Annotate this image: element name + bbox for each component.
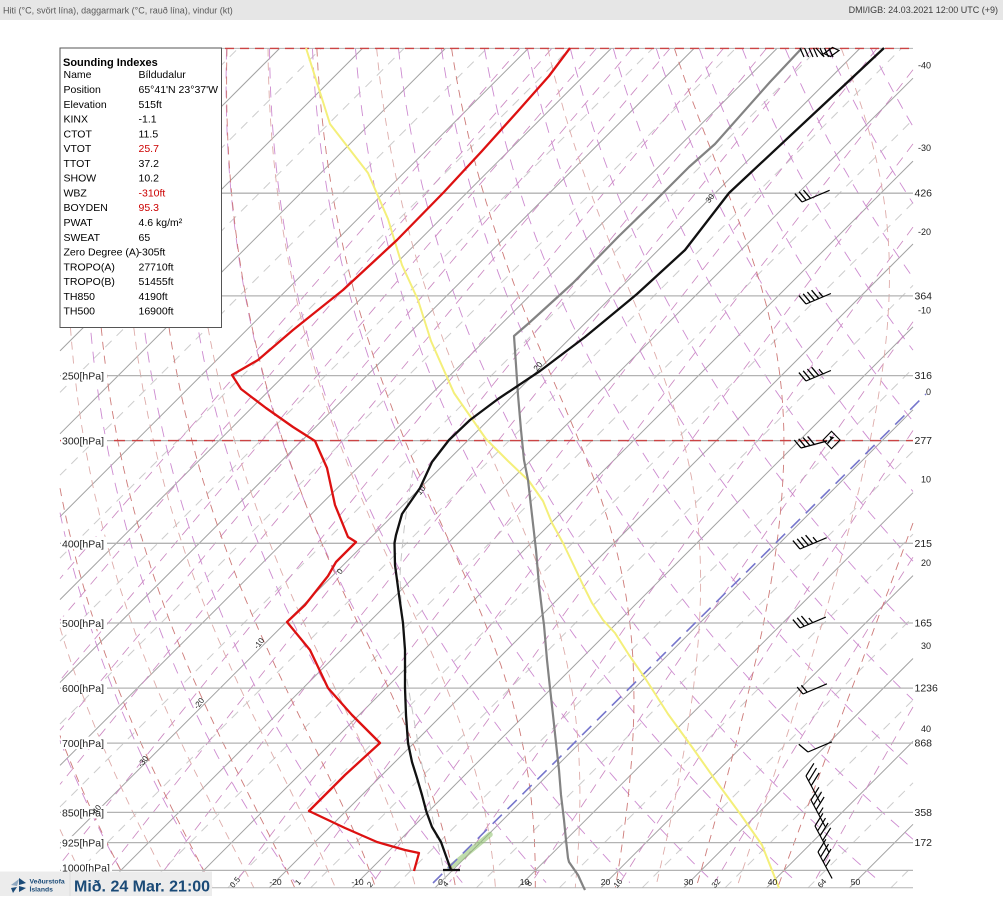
svg-text:BOYDEN: BOYDEN [64, 202, 108, 214]
svg-text:-10: -10 [351, 877, 364, 887]
svg-text:SWEAT: SWEAT [64, 232, 101, 244]
svg-text:Íslands: Íslands [30, 885, 54, 894]
svg-text:Position: Position [64, 84, 102, 96]
svg-text:316: 316 [915, 370, 933, 382]
svg-text:VTOT: VTOT [64, 143, 92, 155]
svg-text:25.7: 25.7 [139, 143, 160, 155]
svg-text:65°41'N 23°37'W: 65°41'N 23°37'W [139, 84, 219, 96]
svg-text:600[hPa]: 600[hPa] [62, 683, 104, 695]
svg-text:CTOT: CTOT [64, 128, 93, 140]
svg-text:Zero Degree (A): Zero Degree (A) [64, 247, 140, 259]
svg-text:TTOT: TTOT [64, 158, 92, 170]
svg-text:165: 165 [915, 617, 933, 629]
svg-text:TH850: TH850 [64, 291, 96, 303]
svg-text:30: 30 [684, 877, 694, 887]
svg-text:10.2: 10.2 [139, 173, 160, 185]
svg-text:DMI/IGB: 24.03.2021 12:00 UTC: DMI/IGB: 24.03.2021 12:00 UTC (+9) [849, 5, 998, 15]
svg-text:TROPO(B): TROPO(B) [64, 276, 115, 288]
svg-text:850[hPa]: 850[hPa] [62, 807, 104, 819]
svg-text:300[hPa]: 300[hPa] [62, 436, 104, 448]
svg-text:Sounding Indexes: Sounding Indexes [63, 57, 158, 69]
svg-text:65: 65 [139, 232, 151, 244]
svg-text:16900ft: 16900ft [139, 306, 174, 318]
svg-text:Elevation: Elevation [64, 99, 107, 111]
svg-text:20: 20 [601, 877, 611, 887]
svg-text:40: 40 [768, 877, 778, 887]
svg-text:11.5: 11.5 [139, 128, 159, 140]
svg-text:364: 364 [915, 290, 933, 302]
svg-text:-20: -20 [918, 227, 931, 237]
svg-text:700[hPa]: 700[hPa] [62, 738, 104, 750]
svg-text:10: 10 [520, 877, 530, 887]
svg-text:WBZ: WBZ [64, 187, 88, 199]
svg-text:TH500: TH500 [64, 306, 96, 318]
svg-text:-20: -20 [269, 877, 282, 887]
svg-text:51455ft: 51455ft [139, 276, 174, 288]
svg-text:8: 8 [524, 878, 534, 888]
svg-text:358: 358 [915, 807, 933, 819]
svg-text:868: 868 [915, 738, 933, 750]
svg-text:925[hPa]: 925[hPa] [62, 838, 104, 850]
svg-text:277: 277 [915, 435, 933, 447]
svg-text:Veðurstofa: Veðurstofa [30, 878, 65, 886]
svg-text:515ft: 515ft [139, 99, 162, 111]
svg-text:-40: -40 [918, 61, 931, 71]
svg-text:500[hPa]: 500[hPa] [62, 618, 104, 630]
svg-text:172: 172 [915, 837, 933, 849]
svg-text:426: 426 [915, 188, 933, 200]
svg-text:1000[hPa]: 1000[hPa] [62, 862, 110, 874]
svg-text:30: 30 [921, 641, 931, 651]
svg-text:10: 10 [921, 475, 931, 485]
svg-text:0: 0 [335, 567, 345, 576]
svg-text:4190ft: 4190ft [139, 291, 168, 303]
svg-text:-310ft: -310ft [139, 187, 166, 199]
svg-text:215: 215 [915, 538, 933, 550]
svg-text:95.3: 95.3 [139, 202, 160, 214]
svg-text:TROPO(A): TROPO(A) [64, 261, 115, 273]
svg-text:250[hPa]: 250[hPa] [62, 371, 104, 383]
svg-text:400[hPa]: 400[hPa] [62, 538, 104, 550]
svg-text:37.2: 37.2 [139, 158, 160, 170]
svg-text:0: 0 [926, 387, 931, 397]
svg-text:-30: -30 [918, 143, 931, 153]
svg-text:1: 1 [293, 877, 303, 887]
svg-text:2: 2 [365, 879, 375, 889]
svg-text:4: 4 [441, 879, 451, 889]
svg-text:0: 0 [438, 877, 443, 887]
svg-text:40: 40 [921, 724, 931, 734]
svg-text:Mið. 24 Mar. 21:00: Mið. 24 Mar. 21:00 [74, 879, 210, 896]
svg-text:KINX: KINX [64, 114, 89, 126]
svg-text:1236: 1236 [915, 683, 939, 695]
svg-text:4.6 kg/m²: 4.6 kg/m² [139, 217, 183, 229]
svg-text:SHOW: SHOW [64, 173, 97, 185]
svg-text:-10: -10 [918, 306, 931, 316]
svg-text:50: 50 [851, 877, 861, 887]
svg-text:27710ft: 27710ft [139, 261, 174, 273]
svg-text:-305ft: -305ft [139, 247, 166, 259]
svg-text:Name: Name [64, 69, 92, 81]
svg-text:Bíldudalur: Bíldudalur [139, 69, 187, 81]
svg-text:Hiti (°C, svört lína), daggarm: Hiti (°C, svört lína), daggarmark (°C, r… [3, 6, 233, 16]
svg-text:-1.1: -1.1 [139, 114, 157, 126]
svg-text:PWAT: PWAT [64, 217, 94, 229]
svg-text:20: 20 [921, 558, 931, 568]
